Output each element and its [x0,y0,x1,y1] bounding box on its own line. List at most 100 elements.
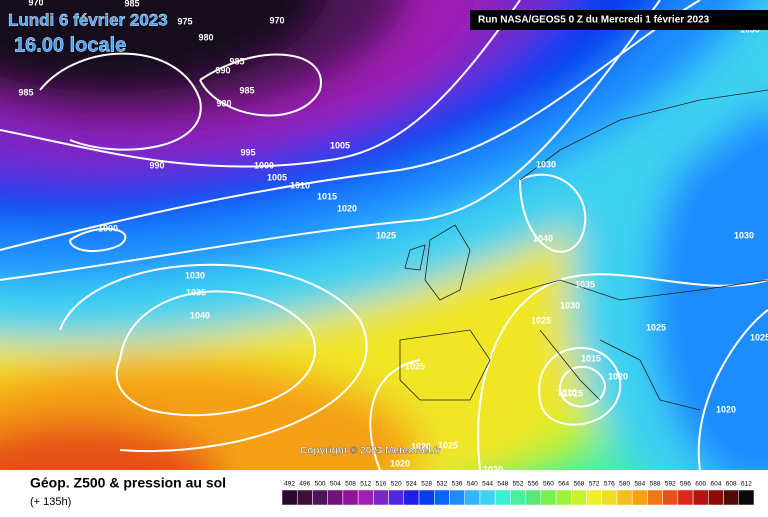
legend-subtitle: (+ 135h) [30,496,71,508]
colorbar-cell [449,489,465,506]
isobar-label: 1005 [267,172,287,182]
colorbar-tick-label: 596 [680,481,691,488]
isobar-label: 1025 [376,230,396,240]
isobar-label: 985 [239,85,254,95]
colorbar-tick-label: 492 [284,481,295,488]
isobar-label: 1025 [750,332,768,342]
colorbar-tick-label: 520 [391,481,402,488]
isobar-label: 1025 [646,322,666,332]
isobar-label: 990 [149,160,164,170]
colorbar-cell [525,489,542,506]
isobar-label: 1020 [608,371,628,381]
colorbar-tick-label: 540 [467,481,478,488]
colorbar-cell [708,489,724,506]
colorbar-cell [296,489,313,506]
isobar-label: 1030 [536,159,556,169]
colorbar-tick-label: 572 [589,481,600,488]
colorbar-cell [616,489,633,506]
isobar-label: 975 [177,16,192,26]
isobar-label: 1035 [575,279,595,289]
colorbar-cell [357,489,374,506]
isobar-label: 1030 [560,300,580,310]
isobar-label: 1025 [438,440,458,450]
isobar-label: 1020 [716,404,736,414]
colorbar-tick-label: 516 [376,481,387,488]
colorbar-tick-label: 548 [497,481,508,488]
colorbar-tick-label: 532 [436,481,447,488]
isobar-label: 1020 [390,458,410,468]
colorbar-tick-label: 604 [711,481,722,488]
isobar-label: 1035 [186,287,206,297]
colorbar-tick-label: 608 [726,481,737,488]
colorbar-tick-label: 564 [558,481,569,488]
colorbar-tick-label: 576 [604,481,615,488]
isobar-label: 1015 [563,388,583,398]
colorbar-cell [738,489,755,506]
legend-title: Géop. Z500 & pression au sol [30,475,226,491]
colorbar-cell [723,489,740,506]
colorbar-tick-label: 524 [406,481,417,488]
isobar-label: 1000 [98,223,118,233]
isobar-label: 1015 [317,191,337,201]
isobar-label: 1030 [185,270,205,280]
colorbar-tick-label: 612 [741,481,752,488]
colorbar-cell [479,489,496,506]
colorbar-tick-label: 568 [573,481,584,488]
isobar-label: 980 [216,98,231,108]
colorbar-cell [586,489,602,506]
colorbar-cell [464,489,481,506]
colorbar-tick-label: 588 [650,481,661,488]
colorbar-cell [388,489,405,506]
colorbar-cell [403,489,420,506]
isobar-lines [0,0,768,470]
isobar-label: 1020 [337,203,357,213]
colorbar-tick-label: 512 [360,481,371,488]
isobar-label: 985 [18,87,33,97]
colorbar-cell [540,489,557,506]
isobar-label: 1040 [533,233,553,243]
colorbar-cell [281,489,298,506]
colorbar: 492 496 500 504 508 512 516 520 524 528 532 536 540 5… [281,481,755,506]
colorbar-cell [662,489,679,506]
isobar-label: 1010 [557,387,577,397]
isobar-label: 1020 [411,441,431,451]
isobar-label: 985 [229,56,244,66]
forecast-time: 16.00 locale [14,34,126,56]
colorbar-cell [601,489,618,506]
isobar-label: 970 [269,15,284,25]
colorbar-tick-label: 508 [345,481,356,488]
colorbar-tick-label: 496 [299,481,310,488]
colorbar-cell [510,489,526,506]
colorbar-cell [677,489,694,506]
colorbar-cell [327,489,344,506]
colorbar-cell [647,489,663,506]
isobar-label: 1040 [190,310,210,320]
run-box [470,10,768,30]
colorbar-tick-label: 504 [330,481,341,488]
isobar-label: 1010 [290,180,310,190]
isobar-label: 985 [124,0,139,8]
colorbar-cell [692,489,709,506]
colorbar-cell [631,489,648,506]
isobar-label: 1020 [483,464,503,474]
isobar-label: 1000 [254,160,274,170]
colorbar-tick-label: 500 [315,481,326,488]
isobar-label: 970 [28,0,43,7]
colorbar-tick-label: 600 [695,481,706,488]
isobar-label: 1015 [581,353,601,363]
colorbar-cell [494,489,511,506]
run-info: Run NASA/GEOS5 0 Z du Mercredi 1 février… [478,15,710,26]
colorbar-tick-label: 580 [619,481,630,488]
colorbar-cell [434,489,450,506]
colorbar-cell [373,489,389,506]
colorbar-tick-label: 556 [528,481,539,488]
colorbar-tick-label: 584 [634,481,645,488]
colorbar-tick-label: 544 [482,481,493,488]
isobar-label: 995 [240,147,255,157]
isobar-label: 1005 [330,140,350,150]
colorbar-tick-label: 560 [543,481,554,488]
isobar-label: 1025 [405,361,425,371]
